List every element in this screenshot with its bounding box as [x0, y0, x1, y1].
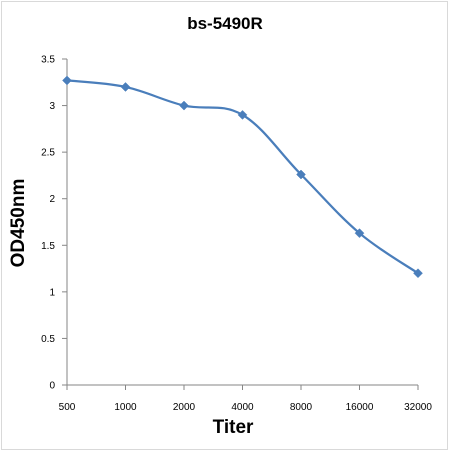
- x-axis-ticks: 500 1000 2000 4000 8000 16000 32000: [59, 385, 432, 413]
- y-axis-title: OD450nm: [8, 179, 29, 268]
- y-tick-label: 3.5: [41, 55, 55, 66]
- x-tick-label: 2000: [173, 402, 196, 413]
- chart-title: bs-5490R: [187, 14, 263, 33]
- series-layer: [62, 75, 423, 279]
- y-axis-ticks: 0 0.5 1 1.5 2 2.5 3 3.5: [41, 55, 67, 392]
- x-tick-label: 32000: [404, 402, 432, 413]
- y-tick-label: 0: [49, 381, 55, 392]
- data-point-marker: [62, 75, 72, 86]
- data-point-marker: [179, 100, 189, 111]
- x-tick-label: 16000: [346, 402, 374, 413]
- y-tick-label: 3: [49, 101, 55, 112]
- y-tick-label: 1.5: [41, 241, 55, 252]
- x-tick-label: 1000: [114, 402, 137, 413]
- y-tick-label: 2: [49, 194, 55, 205]
- y-tick-label: 1: [49, 287, 55, 298]
- series-line: [65, 79, 420, 275]
- data-point-marker: [354, 228, 365, 239]
- x-tick-label: 8000: [290, 402, 313, 413]
- data-point-marker: [413, 268, 423, 279]
- y-tick-label: 2.5: [41, 148, 55, 159]
- x-tick-label: 500: [59, 402, 76, 413]
- y-tick-label: 0.5: [41, 334, 55, 345]
- x-axis-title: Titer: [213, 417, 254, 438]
- data-point-marker: [237, 110, 248, 120]
- data-point-marker: [120, 82, 131, 92]
- data-point-marker: [296, 169, 306, 180]
- x-tick-label: 4000: [231, 402, 254, 413]
